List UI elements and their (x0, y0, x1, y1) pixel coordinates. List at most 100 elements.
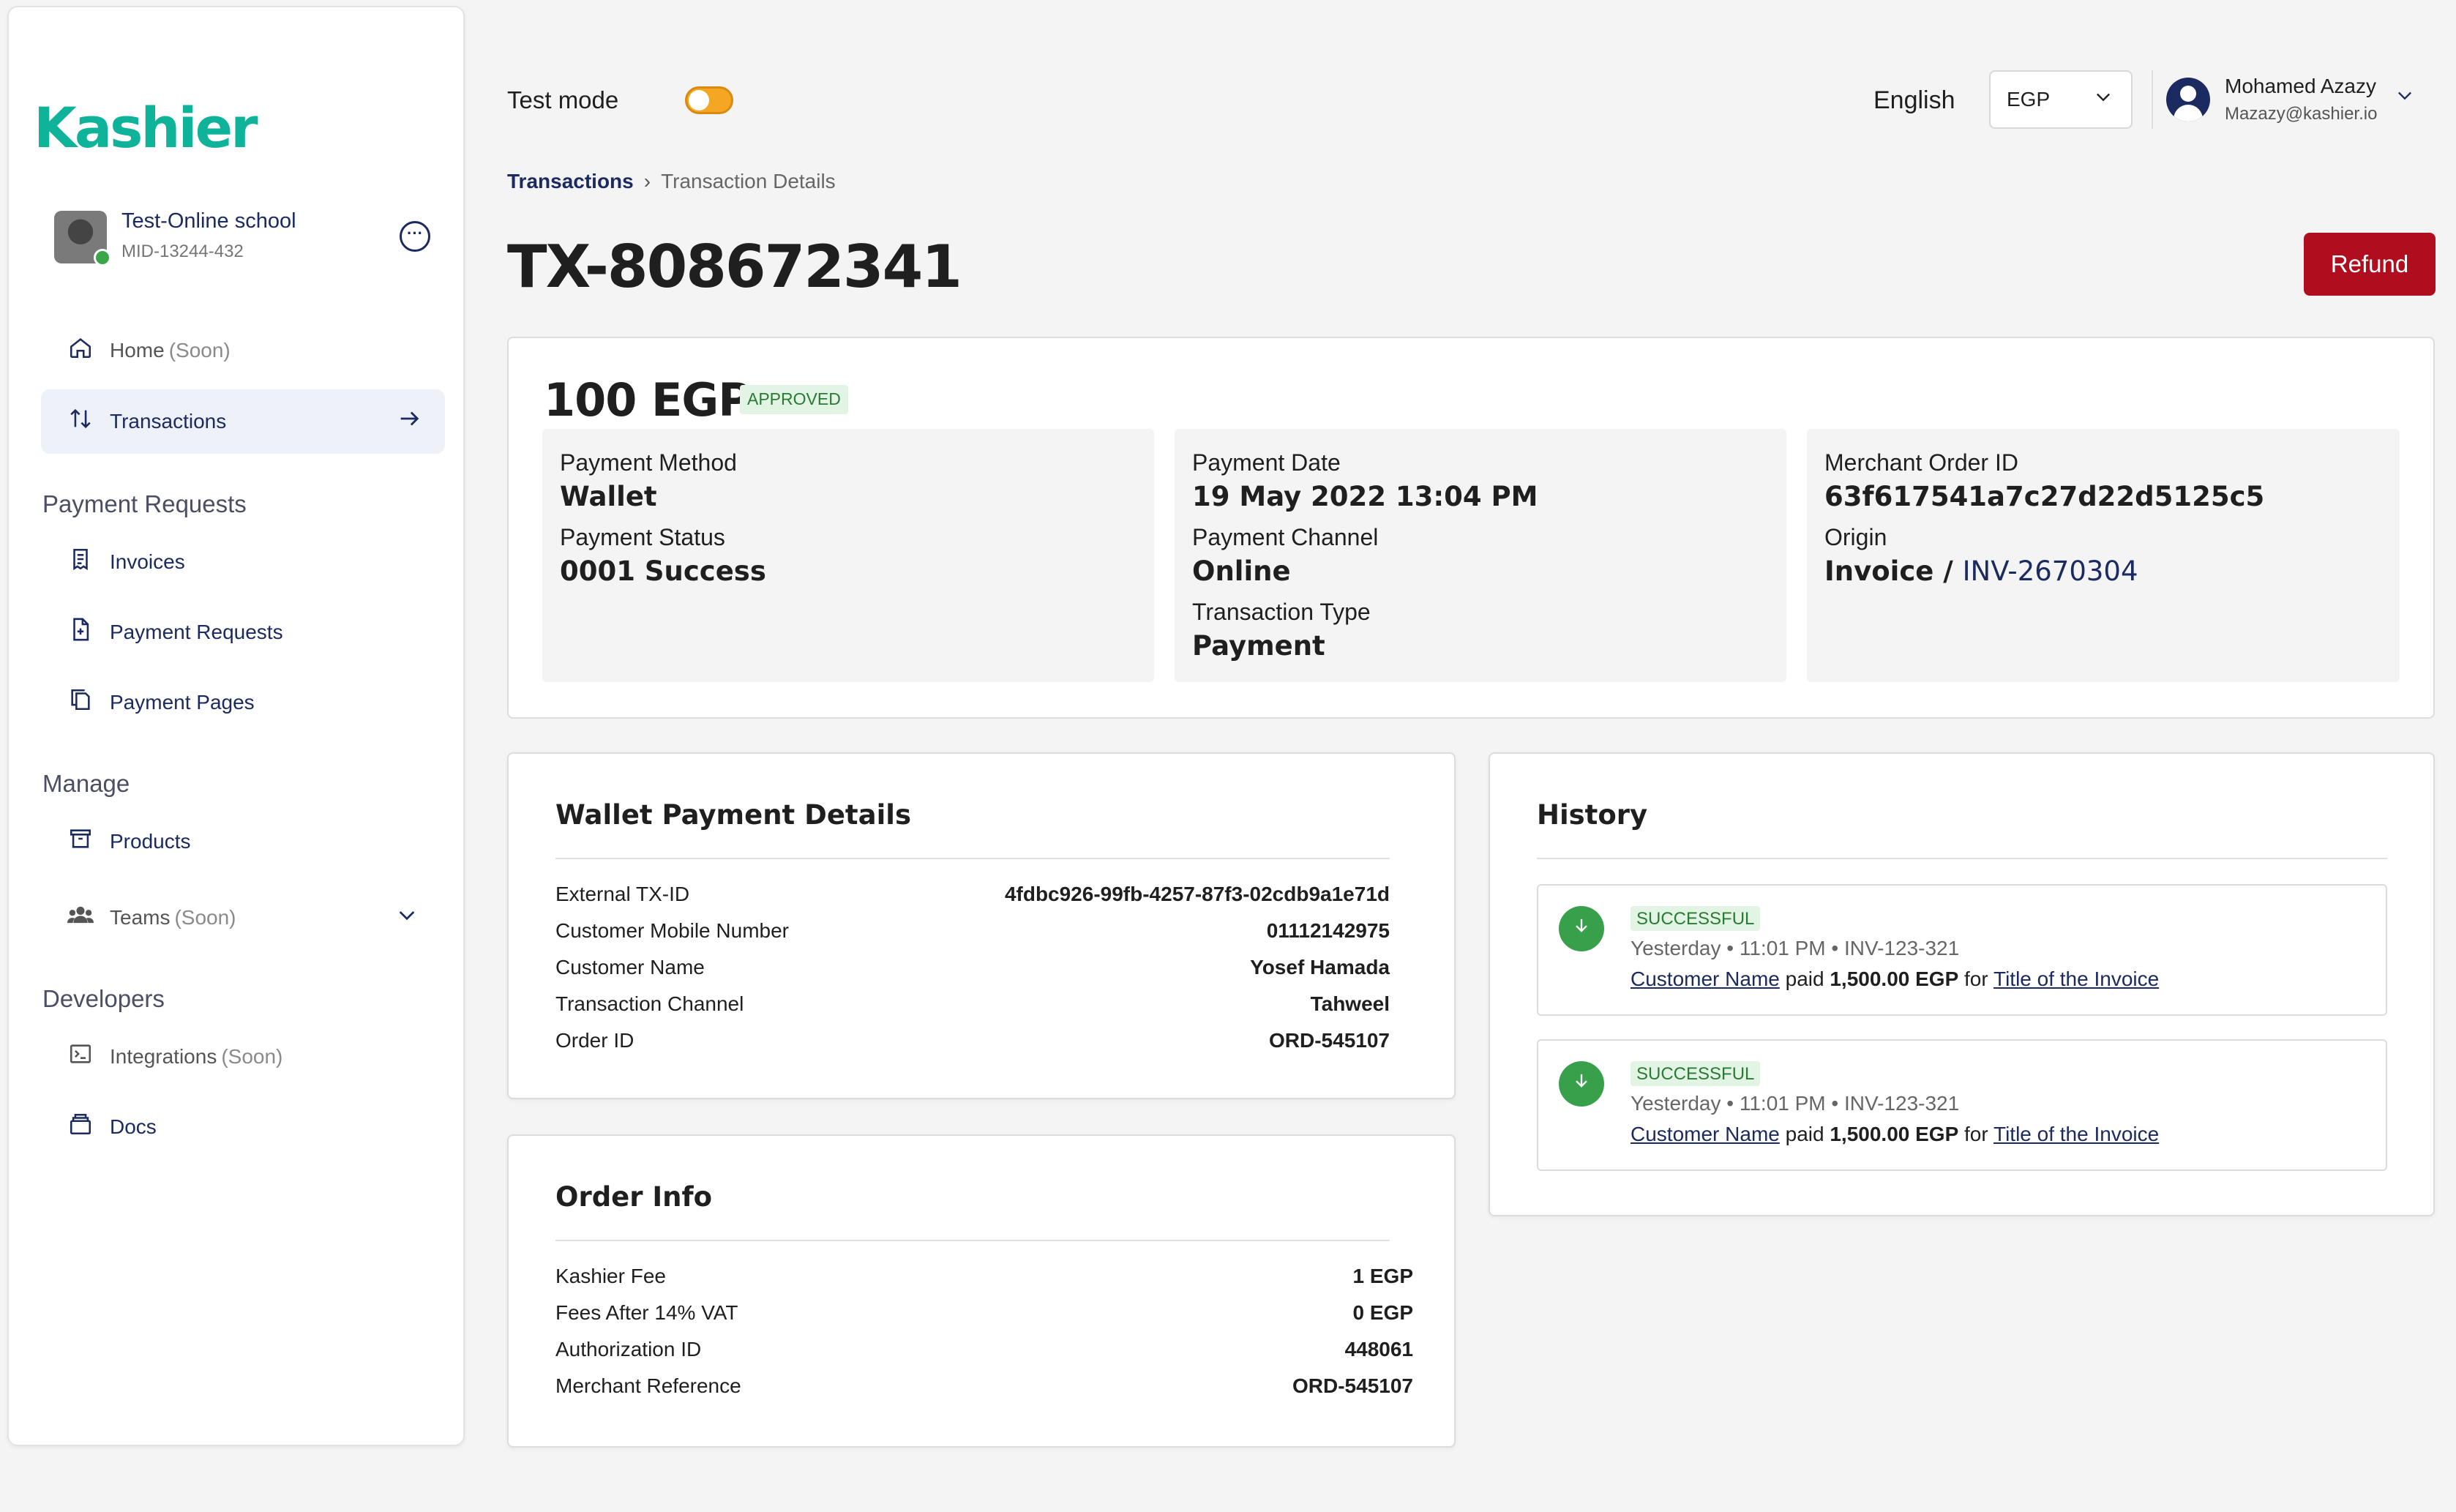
sidebar-item-payment-requests[interactable]: Payment Requests (41, 600, 445, 665)
online-status-dot (94, 249, 111, 266)
payment-method-label: Payment Method (560, 449, 737, 476)
terminal-icon (66, 1041, 95, 1073)
history-meta: Yesterday • 11:01 PM • INV-123-321 (1631, 937, 1960, 959)
language-selector[interactable]: English (1873, 86, 1955, 114)
card-title: History (1537, 799, 1648, 831)
payment-channel-label: Payment Channel (1192, 524, 1379, 550)
team-icon (66, 902, 95, 934)
merchant-order-id-value: 63f617541a7c27d22d5125c5 (1824, 481, 2265, 512)
row-label: Order ID (555, 1029, 634, 1052)
toggle-knob (689, 90, 709, 111)
soon-tag: (Soon) (168, 339, 231, 362)
sidebar-item-label: Home (110, 339, 165, 362)
section-manage: Manage (42, 770, 130, 797)
breadcrumb-transactions-link[interactable]: Transactions (507, 170, 634, 192)
invoice-title-link[interactable]: Title of the Invoice (1993, 1123, 2160, 1145)
detail-row: External TX-ID 4fdbc926-99fb-4257-87f3-02… (555, 883, 1390, 906)
sidebar-item-transactions[interactable]: Transactions (41, 389, 445, 454)
divider (2152, 70, 2153, 129)
payment-date-box: Payment Date 19 May 2022 13:04 PM Paymen… (1175, 429, 1786, 682)
sidebar-item-docs[interactable]: Docs (41, 1095, 445, 1159)
status-badge: APPROVED (740, 385, 848, 414)
card-title: Wallet Payment Details (555, 799, 911, 831)
section-developers: Developers (42, 985, 165, 1012)
row-value: 1 EGP (1352, 1265, 1413, 1287)
user-name[interactable]: Mohamed Azazy (2225, 75, 2376, 97)
row-label: Fees After 14% VAT (555, 1301, 738, 1324)
merchant-name: Test-Online school (121, 209, 296, 233)
detail-row: Order ID ORD-545107 (555, 1029, 1390, 1052)
origin-invoice-link[interactable]: INV-2670304 (1962, 555, 2138, 587)
invoice-title-link[interactable]: Title of the Invoice (1993, 968, 2160, 990)
more-options-icon[interactable]: ··· (400, 221, 430, 252)
divider (1537, 858, 2387, 859)
history-item: SUCCESSFUL Yesterday • 11:01 PM • INV-12… (1537, 884, 2387, 1016)
sidebar-item-integrations[interactable]: Integrations (Soon) (41, 1025, 445, 1089)
test-mode-label: Test mode (507, 86, 619, 113)
row-value: 01112142975 (1266, 919, 1390, 942)
currency-select[interactable]: EGP (1989, 70, 2133, 129)
breadcrumb: Transactions › Transaction Details (507, 170, 836, 193)
history-description: Customer Name paid 1,500.00 EGP for Titl… (1631, 1123, 2159, 1146)
sidebar-item-label: Transactions (110, 410, 227, 433)
kashier-logo[interactable]: Kashier (34, 95, 258, 160)
home-icon (66, 335, 95, 367)
text: for (1964, 968, 1988, 990)
customer-name-link[interactable]: Customer Name (1631, 968, 1780, 990)
row-label: Customer Name (555, 956, 705, 978)
pages-icon (66, 687, 95, 719)
history-card: History SUCCESSFUL Yesterday • 11:01 PM … (1489, 752, 2435, 1216)
transaction-type-value: Payment (1192, 630, 1325, 662)
detail-row: Customer Name Yosef Hamada (555, 956, 1390, 979)
sidebar-item-payment-pages[interactable]: Payment Pages (41, 670, 445, 735)
sidebar-item-label: Integrations (110, 1045, 217, 1068)
payment-status-value: 0001 Success (560, 555, 766, 587)
payment-method-value: Wallet (560, 481, 657, 512)
payment-channel-value: Online (1192, 555, 1291, 587)
test-mode-toggle[interactable] (685, 86, 733, 114)
payment-status-label: Payment Status (560, 524, 725, 550)
sidebar-item-teams[interactable]: Teams (Soon) (41, 886, 445, 950)
transfer-arrows-icon (66, 406, 95, 438)
detail-row: Kashier Fee 1 EGP (555, 1265, 1413, 1288)
status-badge: SUCCESSFUL (1631, 906, 1761, 931)
merchant-id: MID-13244-432 (121, 242, 244, 261)
page-title: TX-808672341 (507, 233, 962, 301)
sidebar-item-products[interactable]: Products (41, 809, 445, 874)
row-value: ORD-545107 (1292, 1374, 1413, 1397)
chevron-down-icon[interactable] (2395, 85, 2415, 111)
transaction-amount: 100 EGP (544, 373, 752, 427)
sidebar-item-label: Payment Requests (110, 621, 283, 643)
chevron-down-icon[interactable] (395, 903, 419, 933)
row-label: Authorization ID (555, 1338, 702, 1361)
row-label: Kashier Fee (555, 1265, 666, 1287)
user-avatar-icon[interactable] (2166, 78, 2210, 121)
status-badge: SUCCESSFUL (1631, 1061, 1761, 1086)
refund-button[interactable]: Refund (2304, 233, 2436, 296)
arrow-down-circle-icon (1559, 906, 1604, 951)
row-value: ORD-545107 (1269, 1029, 1390, 1052)
merchant-switcher[interactable]: Test-Online school MID-13244-432 ··· (47, 203, 442, 269)
payment-date-value: 19 May 2022 13:04 PM (1192, 481, 1538, 512)
divider (555, 858, 1390, 859)
file-plus-icon (66, 617, 95, 648)
row-value: 448061 (1344, 1338, 1413, 1361)
soon-tag: (Soon) (221, 1045, 283, 1068)
text: paid (1785, 1123, 1824, 1145)
sidebar-item-label: Teams (110, 906, 171, 929)
text: for (1964, 1123, 1988, 1145)
order-info-card: Order Info Kashier Fee 1 EGP Fees After 1… (507, 1134, 1456, 1448)
merchant-avatar (54, 211, 111, 266)
sidebar-item-label: Products (110, 830, 191, 853)
sidebar-item-invoices[interactable]: Invoices (41, 530, 445, 594)
sidebar-item-label: Docs (110, 1115, 157, 1138)
divider (555, 1240, 1390, 1241)
currency-value: EGP (2007, 88, 2051, 111)
transaction-type-label: Transaction Type (1192, 599, 1371, 625)
breadcrumb-current: Transaction Details (661, 170, 836, 192)
payment-method-box: Payment Method Wallet Payment Status 000… (542, 429, 1154, 682)
chevron-right-icon: › (643, 170, 651, 192)
customer-name-link[interactable]: Customer Name (1631, 1123, 1780, 1145)
sidebar-item-home[interactable]: Home (Soon) (41, 318, 445, 383)
detail-row: Authorization ID 448061 (555, 1338, 1413, 1361)
